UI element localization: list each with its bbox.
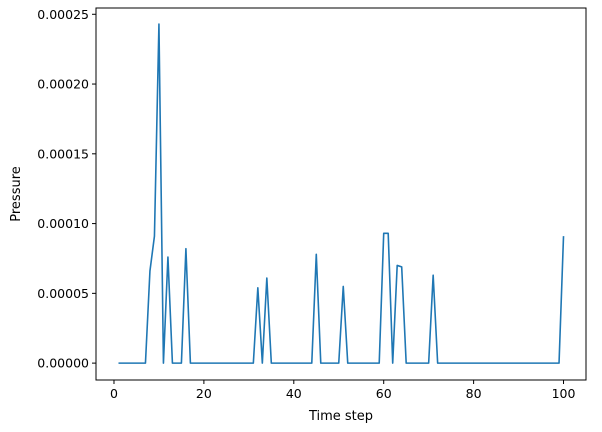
- axes-frame: [95, 7, 587, 381]
- x-tick-label: 0: [110, 386, 118, 401]
- series-line: [118, 23, 565, 364]
- y-tick-label: 0.00000: [37, 356, 89, 371]
- x-axis-title: Time step: [308, 409, 373, 424]
- y-tick-label: 0.00020: [37, 77, 89, 92]
- y-tick-label: 0.00005: [37, 286, 89, 301]
- x-tick-label: 20: [196, 386, 212, 401]
- x-tick-label: 60: [376, 386, 392, 401]
- axes-spines: [95, 7, 587, 381]
- x-tick-label: 40: [286, 386, 302, 401]
- x-tick-label: 100: [552, 386, 576, 401]
- x-axis: 0 20 40 60 80 100: [110, 380, 575, 401]
- y-axis: 0.00000 0.00005 0.00010 0.00015 0.00020 0.000…: [37, 7, 96, 371]
- y-tick-label: 0.00015: [37, 146, 89, 161]
- y-tick-label: 0.00025: [37, 7, 89, 22]
- series-layer: [118, 23, 565, 364]
- y-tick-label: 0.00010: [37, 216, 89, 231]
- x-tick-label: 80: [466, 386, 482, 401]
- y-axis-title: Pressure: [9, 166, 24, 222]
